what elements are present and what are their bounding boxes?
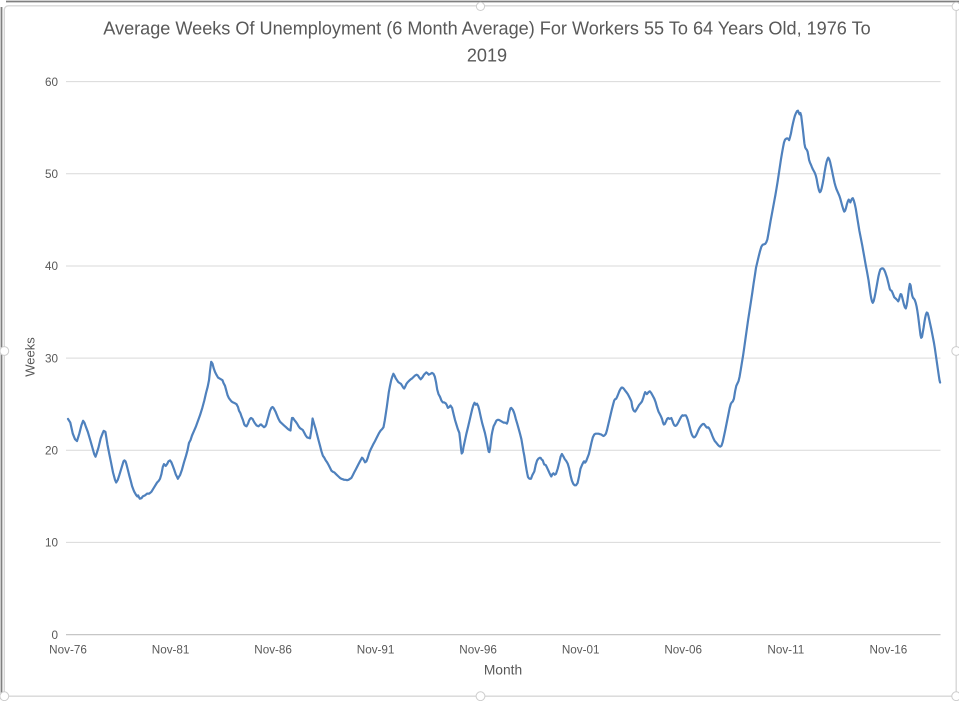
svg-text:30: 30 <box>45 352 59 365</box>
svg-text:60: 60 <box>45 76 59 89</box>
svg-text:Nov-06: Nov-06 <box>664 644 702 657</box>
svg-text:0: 0 <box>51 629 58 642</box>
svg-text:Weeks: Weeks <box>23 337 38 377</box>
svg-text:Nov-91: Nov-91 <box>357 644 395 657</box>
svg-text:Nov-96: Nov-96 <box>459 644 497 657</box>
svg-text:Nov-81: Nov-81 <box>152 644 190 657</box>
svg-text:Average Weeks Of Unemployment: Average Weeks Of Unemployment (6 Month A… <box>103 19 870 39</box>
svg-text:10: 10 <box>45 537 59 550</box>
svg-text:50: 50 <box>45 168 59 181</box>
svg-text:Nov-01: Nov-01 <box>562 644 600 657</box>
svg-text:Nov-76: Nov-76 <box>49 644 87 657</box>
svg-text:Nov-11: Nov-11 <box>767 644 804 657</box>
svg-text:Nov-16: Nov-16 <box>870 644 908 657</box>
svg-text:2019: 2019 <box>467 46 507 66</box>
svg-text:Nov-86: Nov-86 <box>254 644 292 657</box>
svg-text:40: 40 <box>45 260 59 273</box>
svg-text:Month: Month <box>484 663 522 678</box>
svg-text:20: 20 <box>45 445 59 458</box>
